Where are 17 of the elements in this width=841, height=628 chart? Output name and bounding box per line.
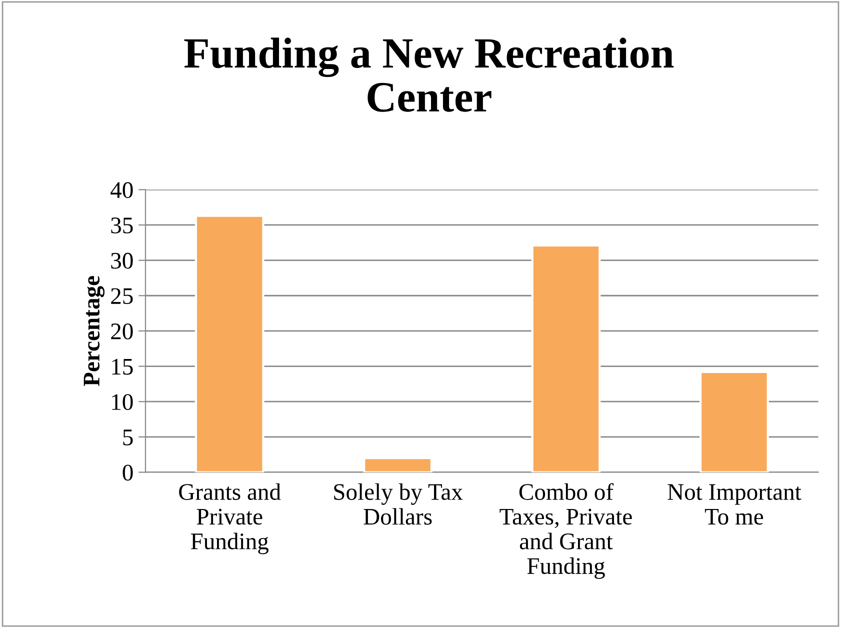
y-tick-label: 40 (110, 182, 133, 198)
x-tick-label: Solely by Tax Dollars (334, 483, 463, 525)
y-tick-label: 10 (112, 394, 133, 410)
bar (363, 457, 432, 472)
y-axis-title: Percentage (84, 276, 105, 386)
y-tick-label: 15 (112, 358, 133, 375)
y-tick-label: 0 (122, 464, 133, 481)
bar (194, 214, 264, 472)
y-tick-label: 20 (111, 323, 133, 340)
x-tick-label: Combo of Taxes, Private and Grant Funding (500, 483, 632, 579)
y-tick-label: 5 (123, 430, 133, 446)
y-tick-label: 35 (111, 218, 133, 234)
x-tick-label: Grants and Private Funding (179, 483, 281, 554)
y-tick-label: 25 (111, 288, 133, 304)
x-tick-label: Not Important To me (668, 484, 802, 525)
chart-title: Funding a New Recreation Center (184, 38, 674, 112)
y-tick-label: 30 (111, 252, 133, 269)
